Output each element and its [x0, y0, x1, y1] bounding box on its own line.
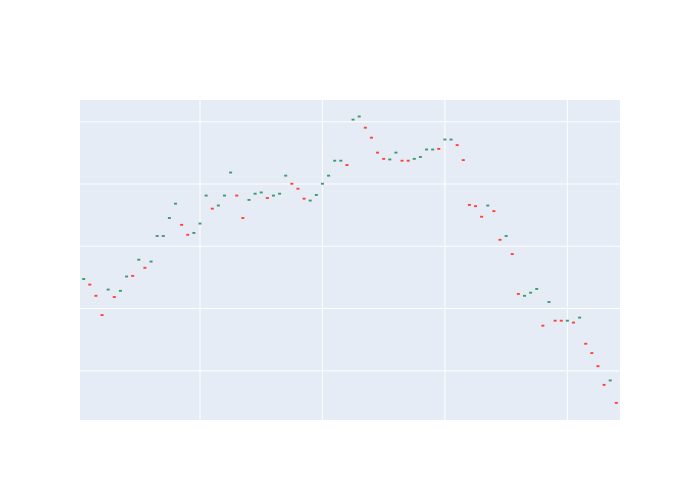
candle [345, 164, 349, 166]
candle [486, 204, 490, 207]
candle [498, 238, 502, 241]
candle [112, 296, 116, 298]
candle [106, 288, 110, 291]
candle [149, 260, 153, 263]
candle [216, 204, 220, 207]
candle [418, 156, 422, 158]
candle [376, 151, 380, 154]
candle [174, 202, 178, 205]
candle [222, 194, 226, 197]
candle [271, 194, 275, 197]
candle [443, 138, 447, 141]
candle [431, 148, 435, 151]
plot-area [80, 100, 620, 420]
candle [235, 194, 239, 197]
candle [210, 207, 214, 210]
candle [278, 192, 282, 195]
candle [296, 187, 300, 190]
candle [547, 301, 551, 303]
candle [535, 288, 539, 290]
candle [596, 365, 600, 368]
candle [137, 258, 141, 261]
candle [382, 157, 386, 160]
candle [541, 324, 545, 327]
candle [388, 158, 392, 161]
candle [339, 159, 343, 162]
candle [229, 171, 233, 174]
candle [351, 118, 355, 121]
candle [553, 319, 557, 322]
candle [241, 217, 245, 219]
candle [247, 198, 251, 201]
candle [357, 115, 361, 118]
candle [125, 275, 129, 278]
candle [504, 235, 508, 237]
candle [492, 210, 496, 213]
candle [474, 205, 478, 208]
candle [400, 159, 404, 162]
candle [204, 194, 208, 197]
candle [467, 203, 471, 206]
candle [571, 321, 575, 324]
candle [602, 383, 606, 386]
candle [529, 291, 533, 294]
candle [449, 138, 453, 141]
candle [314, 194, 318, 196]
candle [480, 215, 484, 218]
candle [290, 182, 294, 185]
candle [302, 197, 306, 200]
candle [167, 217, 171, 219]
candle [265, 197, 269, 199]
candle [406, 159, 410, 162]
candle [455, 144, 459, 147]
candle [118, 289, 122, 292]
candle [394, 151, 398, 154]
candle [284, 174, 288, 177]
candle [565, 319, 569, 322]
candle [100, 314, 104, 317]
candle [614, 401, 618, 404]
candle [131, 274, 135, 277]
candle [308, 199, 312, 202]
candle [198, 222, 202, 225]
candle [333, 159, 337, 162]
candle [186, 233, 190, 236]
candle [412, 157, 416, 160]
candle [320, 182, 324, 185]
candle [327, 174, 331, 177]
candle [425, 148, 429, 151]
candle [180, 223, 184, 226]
candle [363, 126, 367, 129]
candle [461, 159, 465, 162]
candle [522, 294, 526, 297]
candle [559, 319, 563, 322]
candle [259, 191, 263, 194]
candle [192, 231, 196, 234]
candle [155, 235, 159, 237]
candle [608, 379, 612, 382]
candle [94, 294, 98, 297]
candle [510, 253, 514, 256]
candle [161, 235, 165, 237]
candle [253, 192, 257, 195]
candle [584, 342, 588, 345]
candle [143, 266, 147, 269]
candle [88, 283, 92, 286]
candle [516, 292, 520, 295]
candle [437, 147, 441, 150]
candle [369, 136, 373, 139]
candle [590, 352, 594, 355]
candle [82, 278, 86, 280]
candle [578, 316, 582, 319]
